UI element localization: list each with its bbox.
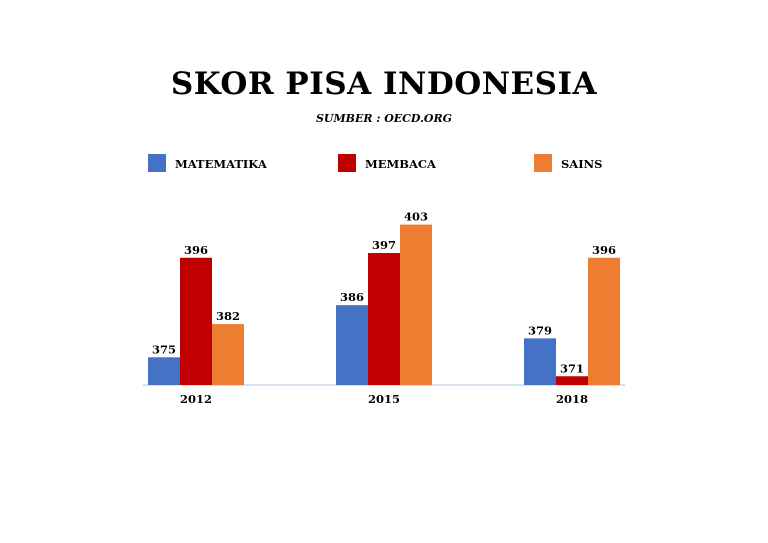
legend-swatch-membaca [338,154,356,172]
x-tick-label-2018: 2018 [556,392,588,406]
legend-label-membaca: MEMBACA [365,157,437,171]
data-label-matematika-2015: 386 [340,290,364,304]
legend-swatch-matematika [148,154,166,172]
data-label-matematika-2012: 375 [152,342,176,356]
x-tick-label-2015: 2015 [368,392,400,406]
bar-matematika-2012 [148,357,180,385]
data-label-membaca-2015: 397 [372,238,396,252]
legend-label-matematika: MATEMATIKA [175,157,268,171]
data-label-membaca-2012: 396 [184,243,208,257]
bar-membaca-2018 [556,376,588,385]
chart-title: SKOR PISA INDONESIA [170,66,598,102]
bar-matematika-2018 [524,338,556,385]
legend-label-sains: SAINS [561,157,602,171]
legend-swatch-sains [534,154,552,172]
bar-sains-2012 [212,324,244,385]
data-label-sains-2012: 382 [216,309,240,323]
bar-sains-2015 [400,224,432,385]
chart-subtitle: SUMBER : OECD.ORG [315,112,453,125]
data-label-sains-2018: 396 [592,243,616,257]
data-label-membaca-2018: 371 [560,361,584,375]
bar-sains-2018 [588,257,620,385]
x-tick-label-2012: 2012 [180,392,212,406]
data-label-matematika-2018: 379 [528,323,552,337]
bar-matematika-2015 [336,305,368,385]
bar-membaca-2015 [368,253,400,385]
bar-membaca-2012 [180,257,212,385]
data-label-sains-2015: 403 [404,210,428,224]
